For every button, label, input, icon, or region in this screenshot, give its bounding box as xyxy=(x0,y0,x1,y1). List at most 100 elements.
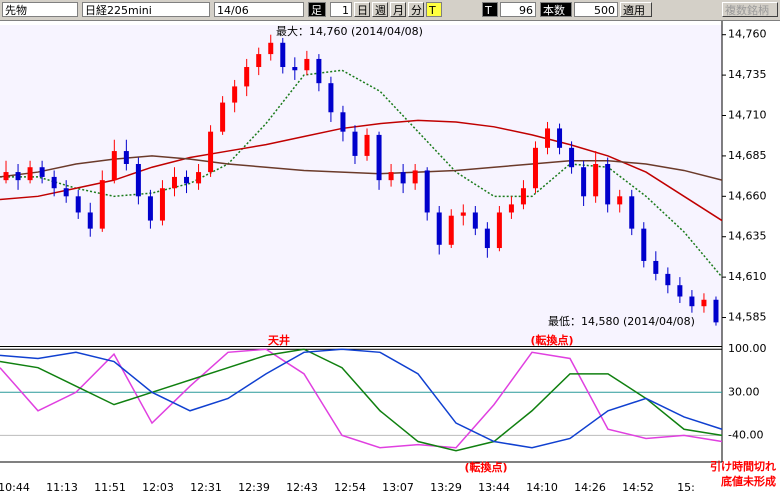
candle-body xyxy=(27,167,33,181)
candle-body xyxy=(689,296,695,307)
oscillator-line xyxy=(0,348,723,449)
y-tick-label: 14,585 xyxy=(728,311,767,324)
x-tick-label: 14:52 xyxy=(622,481,654,494)
contract-select[interactable]: 14/06 xyxy=(214,2,304,17)
candle-body xyxy=(316,58,322,84)
candle-body xyxy=(581,167,587,197)
y-tick-label: 14,685 xyxy=(728,149,767,162)
annotation: 引け時間切れ xyxy=(710,459,776,473)
x-tick-label: 14:10 xyxy=(526,481,558,494)
candle-body xyxy=(629,196,635,229)
chart: 14,760 14,735 14,710 14,685 14,660 14,635 14,6… xyxy=(0,21,776,494)
candle-body xyxy=(376,134,382,181)
minute-button[interactable]: 分 xyxy=(408,2,424,17)
count-value[interactable]: 500 xyxy=(574,2,618,17)
candle-body xyxy=(436,212,442,245)
candle-body xyxy=(508,204,514,213)
candle-body xyxy=(208,131,214,173)
candle-body xyxy=(147,196,153,221)
y-tick-label: 14,760 xyxy=(728,28,767,41)
y-tick-label: 14,735 xyxy=(728,68,767,81)
candle-body xyxy=(280,42,286,68)
y-tick-label: 14,610 xyxy=(728,270,767,283)
x-tick-label: 13:29 xyxy=(430,481,462,494)
candle-body xyxy=(424,170,430,213)
x-tick-label: 12:54 xyxy=(334,481,366,494)
count-label: 本数 xyxy=(540,2,572,17)
tick-value[interactable]: 96 xyxy=(500,2,536,17)
x-tick-label: 13:07 xyxy=(382,481,414,494)
day-button[interactable]: 日 xyxy=(354,2,370,17)
candle-body xyxy=(484,228,490,249)
candle-body xyxy=(75,196,81,213)
candle-body xyxy=(569,147,575,168)
candle-body xyxy=(159,188,165,221)
annotation: (転換点) xyxy=(464,460,507,474)
candle-body xyxy=(605,163,611,205)
candle-body xyxy=(617,196,623,205)
candle-body xyxy=(268,42,274,55)
x-tick-label: 13:44 xyxy=(478,481,510,494)
candle-body xyxy=(184,176,190,184)
candle-body xyxy=(135,163,141,197)
month-button[interactable]: 月 xyxy=(390,2,406,17)
price-panel-bg xyxy=(0,25,722,345)
candle-body xyxy=(557,128,563,148)
annotation: 底値未形成 xyxy=(721,474,776,488)
candle-body xyxy=(352,131,358,156)
bar-count[interactable]: 1 xyxy=(330,2,352,17)
candle-body xyxy=(713,299,719,323)
candle-body xyxy=(520,188,526,205)
moving-average xyxy=(0,155,723,181)
annotation: 最大：14,760 (2014/04/08) xyxy=(276,24,423,38)
annotation: 天井 xyxy=(268,333,290,347)
symbol-select[interactable]: 日経225mini xyxy=(82,2,210,17)
candle-body xyxy=(171,176,177,189)
candle-body xyxy=(51,176,57,189)
x-tick-label: 11:13 xyxy=(46,481,78,494)
bar-label: 足 xyxy=(308,2,326,17)
candle-body xyxy=(123,151,129,164)
x-tick-label: 12:31 xyxy=(190,481,222,494)
apply-button[interactable]: 適用 xyxy=(620,2,652,17)
annotation: 最低：14,580 (2014/04/08) xyxy=(548,315,695,328)
candle-body xyxy=(412,170,418,184)
y-tick-label: 30.00 xyxy=(728,385,760,398)
candle-body xyxy=(460,212,466,216)
candle-body xyxy=(364,134,370,156)
candle-body xyxy=(232,86,238,103)
candle-body xyxy=(340,112,346,132)
week-button[interactable]: 週 xyxy=(372,2,388,17)
oscillator-line xyxy=(0,348,723,449)
candle-body xyxy=(388,172,394,181)
candle-body xyxy=(99,180,105,229)
candle-body xyxy=(196,172,202,184)
candle-body xyxy=(701,299,707,307)
candle-body xyxy=(653,260,659,274)
y-tick-label: 14,660 xyxy=(728,189,767,202)
y-tick-label: 100.00 xyxy=(728,342,767,355)
toolbar: 先物 日経225mini 14/06 足 1 日 週 月 分 T T 96 本数… xyxy=(0,0,780,21)
candle-body xyxy=(3,172,9,181)
candle-body xyxy=(328,83,334,113)
x-tick-label: 12:43 xyxy=(286,481,318,494)
oscillator-line xyxy=(0,348,723,452)
candle-body xyxy=(593,163,599,197)
candle-body xyxy=(400,172,406,184)
x-tick-label: 10:44 xyxy=(0,481,30,494)
x-tick-label: 14:26 xyxy=(574,481,606,494)
candle-body xyxy=(496,212,502,249)
candle-body xyxy=(220,102,226,132)
x-tick-label: 11:51 xyxy=(94,481,126,494)
candle-body xyxy=(256,54,262,68)
candle-body xyxy=(641,228,647,261)
x-tick-label: 15: xyxy=(677,481,695,494)
y-tick-label: 14,635 xyxy=(728,230,767,243)
candle-body xyxy=(448,215,454,245)
tick-button[interactable]: T xyxy=(426,2,442,17)
multi-button[interactable]: 複数銘柄 xyxy=(722,2,778,17)
market-select[interactable]: 先物 xyxy=(2,2,78,17)
candle-body xyxy=(665,273,671,286)
moving-average xyxy=(0,119,723,222)
